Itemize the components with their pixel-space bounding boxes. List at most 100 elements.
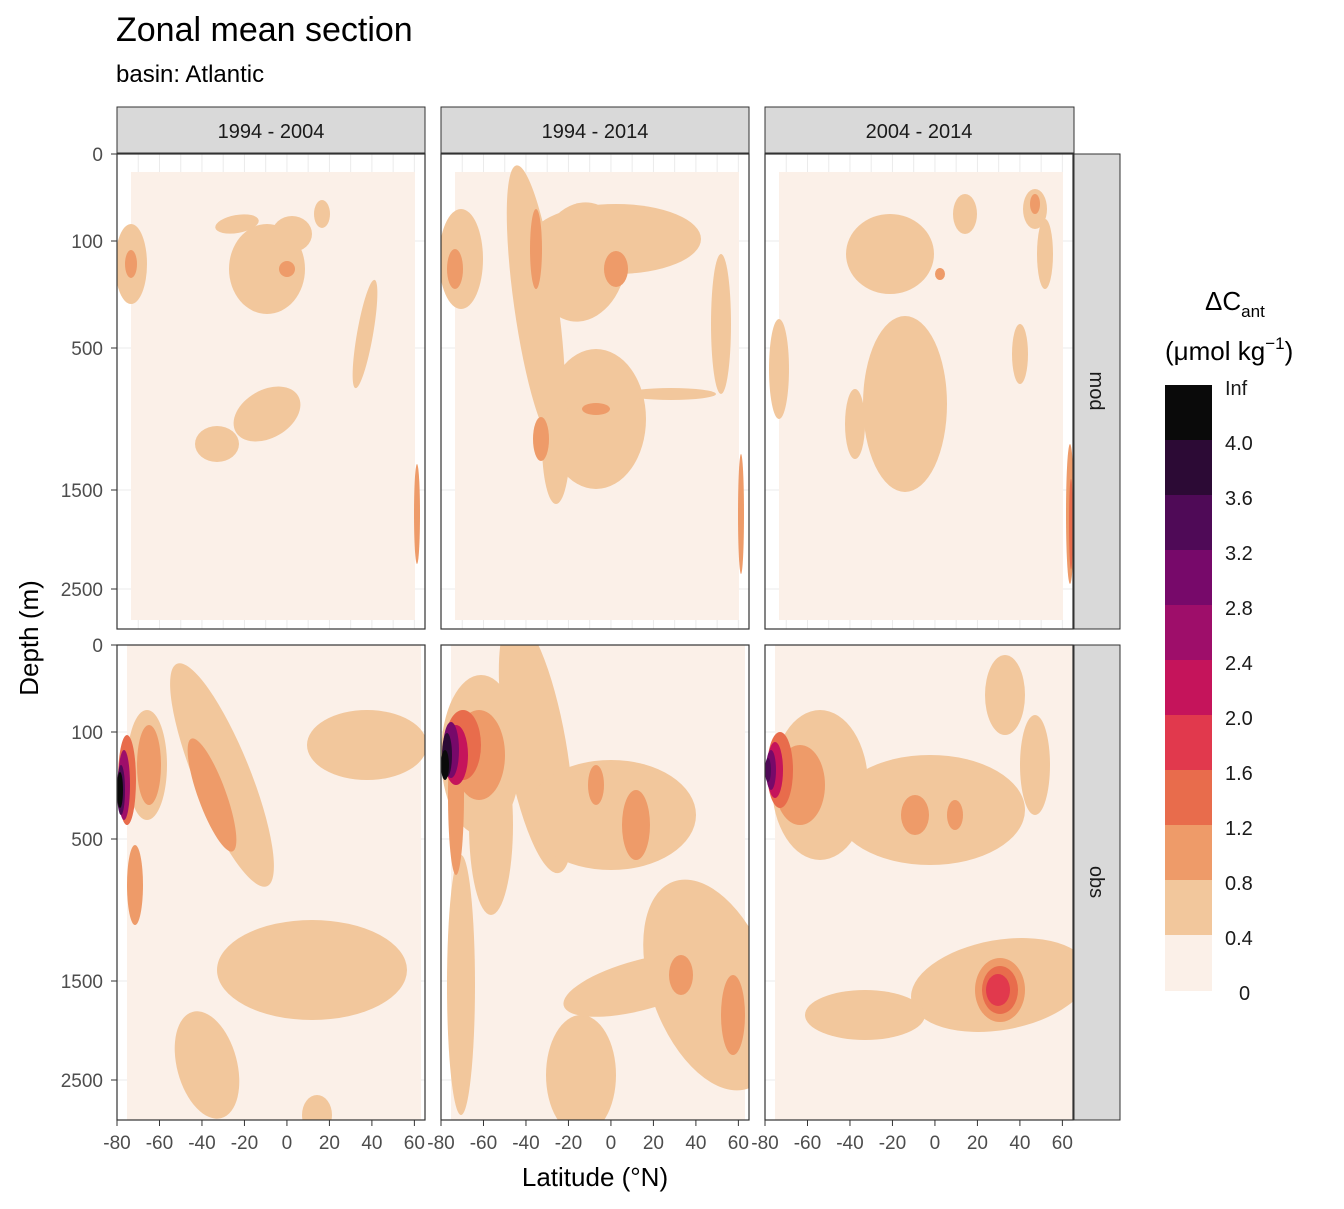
chart-subtitle: basin: Atlantic (116, 61, 264, 88)
x-axis-title: Latitude (°N) (522, 1162, 668, 1192)
legend-swatch (1165, 770, 1212, 826)
legend-swatch (1165, 550, 1212, 606)
x-tick-label: -20 (555, 1133, 582, 1154)
panel-border (440, 644, 750, 1121)
y-axis-title: Depth (m) (14, 580, 44, 696)
contour-fill (117, 645, 425, 1120)
panel-border (116, 644, 426, 1121)
legend-swatch (1165, 660, 1212, 716)
legend-colorbar (1165, 385, 1212, 991)
panel-border (116, 153, 426, 630)
legend-break-label: 0.8 (1225, 873, 1253, 895)
strip-col-3 (764, 106, 1075, 154)
legend-break-label: 2.0 (1225, 708, 1253, 730)
x-tick-label: -20 (879, 1133, 906, 1154)
y-tick-label: 500 (71, 339, 103, 360)
panel-border (440, 153, 750, 630)
x-tick-label: 40 (1009, 1133, 1030, 1154)
legend-swatch (1165, 935, 1212, 991)
x-tick-label: -60 (146, 1133, 173, 1154)
legend-break-label: 1.6 (1225, 763, 1253, 785)
legend-swatch (1165, 605, 1212, 661)
y-tick-label: 2500 (61, 580, 103, 601)
y-tick-label: 0 (92, 636, 103, 657)
legend-swatch (1165, 495, 1212, 551)
x-tick-label: 40 (361, 1133, 382, 1154)
legend-swatch (1165, 440, 1212, 496)
legend-break-label: 2.4 (1225, 653, 1253, 675)
x-tick-label: 20 (319, 1133, 340, 1154)
legend: ΔCant (μmol kg−1) Inf 4.0 3.6 3.2 2.8 2.4 2.0 1… (1165, 286, 1293, 1005)
x-tick-label: 60 (404, 1133, 425, 1154)
strip-col-1-label: 1994 - 2004 (218, 121, 325, 143)
strip-col-1 (116, 106, 426, 154)
legend-break-label: Inf (1225, 378, 1248, 400)
x-tick-label: 60 (728, 1133, 749, 1154)
panel-obs-3 (764, 644, 1074, 1121)
strip-col-3-label: 2004 - 2014 (866, 121, 973, 143)
x-tick-label: 0 (930, 1133, 941, 1154)
y-tick-label: 1500 (61, 972, 103, 993)
x-tick-label: 60 (1052, 1133, 1073, 1154)
facet-strips: 1994 - 2004 1994 - 2014 2004 - 2014 mod … (116, 106, 1121, 1121)
chart-title: Zonal mean section (116, 11, 413, 49)
legend-swatch (1165, 385, 1212, 441)
strip-row-mod (1073, 153, 1121, 630)
legend-labels: Inf 4.0 3.6 3.2 2.8 2.4 2.0 1.6 1.2 0.8 0.4 0 (1225, 378, 1253, 1005)
panel-border (764, 153, 1074, 630)
y-tick-label: 100 (71, 723, 103, 744)
strip-col-2-label: 1994 - 2014 (542, 121, 649, 143)
strip-row-obs (1073, 644, 1121, 1121)
x-tick-label: 0 (282, 1133, 293, 1154)
x-tick-label: 20 (967, 1133, 988, 1154)
x-tick-label: -80 (103, 1133, 130, 1154)
legend-break-label: 2.8 (1225, 598, 1253, 620)
panel-obs-1 (116, 644, 426, 1121)
x-tick-label: -40 (188, 1133, 215, 1154)
panel-mod-3 (764, 153, 1074, 630)
legend-title-sub: ant (1241, 302, 1265, 321)
x-tick-label: -60 (470, 1133, 497, 1154)
x-tick-label: -20 (231, 1133, 258, 1154)
contour-fill (117, 172, 420, 620)
panel-mod-1 (116, 153, 426, 630)
legend-swatch (1165, 880, 1212, 936)
legend-break-label: 3.6 (1225, 488, 1253, 510)
legend-title-main: ΔC (1205, 286, 1241, 316)
legend-unit-sup: −1 (1265, 334, 1284, 353)
legend-break-label: 3.2 (1225, 543, 1253, 565)
legend-break-label: 0.4 (1225, 928, 1253, 950)
strip-row-obs-label: obs (1085, 866, 1107, 898)
x-tick-label: 40 (685, 1133, 706, 1154)
x-tick-label: 20 (643, 1133, 664, 1154)
x-tick-label: -60 (794, 1133, 821, 1154)
y-axes: 0 100 500 1500 2500 0 100 500 1500 2500 (61, 145, 117, 1092)
y-tick-label: 2500 (61, 1071, 103, 1092)
y-tick-label: 100 (71, 232, 103, 253)
contour-fill (765, 645, 1073, 1120)
strip-row-mod-label: mod (1085, 372, 1107, 411)
y-tick-label: 0 (92, 145, 103, 166)
contour-fill (441, 165, 744, 620)
x-tick-label: -80 (427, 1133, 454, 1154)
y-tick-label: 1500 (61, 481, 103, 502)
contour-fill (769, 172, 1073, 620)
legend-unit-end: ) (1285, 336, 1294, 366)
x-tick-label: -40 (836, 1133, 863, 1154)
x-tick-label: -80 (751, 1133, 778, 1154)
x-axes: -80 -60 -40 -20 0 20 40 60 -80 -60 -40 -20 0 20 40 60 -8… (103, 1120, 1073, 1154)
legend-unit-main: (μmol kg (1165, 336, 1265, 366)
legend-break-label: 1.2 (1225, 818, 1253, 840)
panel-mod-2 (440, 153, 750, 630)
x-tick-label: -40 (512, 1133, 539, 1154)
contour-fill (441, 645, 749, 1120)
panel-obs-2 (440, 644, 750, 1121)
legend-swatch (1165, 825, 1212, 881)
legend-break-label: 0 (1239, 983, 1250, 1005)
legend-title: ΔCant (1205, 286, 1265, 321)
legend-unit: (μmol kg−1) (1165, 334, 1293, 366)
legend-swatch (1165, 715, 1212, 771)
facet-panels (116, 153, 1074, 1121)
y-tick-label: 500 (71, 830, 103, 851)
